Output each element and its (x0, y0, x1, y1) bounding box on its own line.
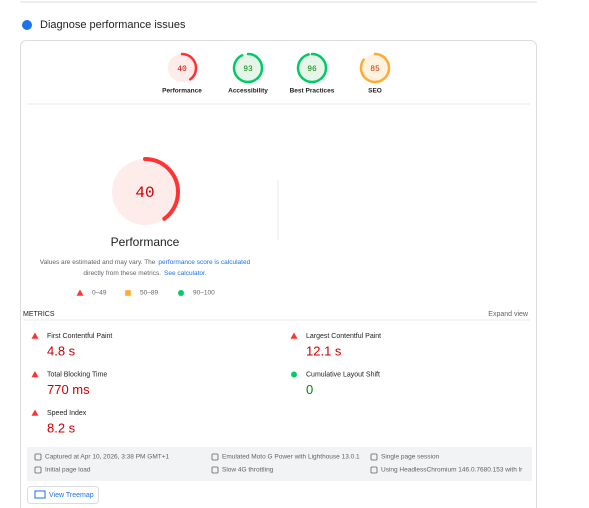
gauge-arc (296, 52, 328, 84)
legend-range: 50–89 (140, 290, 158, 297)
section-title: Diagnose performance issues (40, 19, 186, 31)
footer-item: Captured at Apr 10, 2026, 3:38 PM GMT+1 (45, 454, 169, 461)
footer-icon (34, 466, 42, 474)
metric-name: Largest Contentful Paint (306, 333, 381, 340)
main-gauge-score: 40 (135, 184, 154, 202)
footer-icon (370, 466, 378, 474)
legend-range: 90–100 (193, 290, 215, 297)
footer-item: Emulated Moto G Power with Lighthouse 13… (222, 454, 360, 461)
metrics-heading: METRICS (23, 311, 55, 318)
status-icon (125, 290, 131, 296)
card (20, 40, 537, 508)
button-label[interactable]: View Treemap (49, 492, 94, 499)
status-icon (31, 332, 39, 339)
note-line: directly from these metrics. See calculat… (83, 270, 207, 277)
status-icon (31, 409, 39, 416)
note-link[interactable]: See calculator. (164, 270, 207, 277)
treemap-icon (34, 490, 46, 499)
metric-value: 8.2 s (47, 420, 76, 435)
metric-value: 770 ms (47, 382, 90, 397)
gauge-score: 85 (370, 65, 380, 74)
metric-name: Total Blocking Time (47, 371, 107, 378)
gauge-label: Performance (162, 88, 202, 95)
gauge-label: Accessibility (228, 88, 268, 95)
status-icon (291, 371, 297, 378)
footer-box (27, 447, 532, 481)
main-gauge-arc (110, 157, 180, 227)
gauge-score: 93 (243, 65, 253, 74)
expand-toggle[interactable]: Expand view (488, 311, 529, 318)
gauge-arc (232, 52, 264, 84)
gauge-arc (359, 52, 391, 84)
footer-icon (211, 466, 219, 474)
legend-range: 0–49 (92, 290, 107, 297)
footer-icon (34, 453, 42, 461)
main-label: Performance (111, 235, 180, 249)
note-link[interactable]: performance score is calculated (158, 259, 250, 266)
status-icon (290, 332, 298, 339)
gauge-track (234, 54, 262, 82)
gauge-score: 96 (307, 65, 317, 74)
footer-icon (211, 453, 219, 461)
gauge-arc (166, 52, 198, 84)
note-line: Values are estimated and may vary. The pe… (40, 259, 251, 266)
gauge-track (361, 54, 389, 82)
footer-icon (370, 453, 378, 461)
note-text: Values are estimated and may vary. The (40, 259, 156, 266)
metric-value: 4.8 s (47, 343, 76, 358)
gauge-label: SEO (368, 88, 382, 95)
footer-item: Slow 4G throttling (222, 467, 274, 474)
section-icon (22, 20, 32, 30)
metric-value: 0 (306, 382, 313, 397)
status-icon (76, 289, 84, 296)
gauge-score: 40 (177, 65, 187, 74)
status-icon (178, 290, 184, 296)
metric-name: First Contentful Paint (47, 333, 112, 340)
footer-item: Single page session (381, 454, 440, 461)
footer-item: Initial page load (45, 467, 91, 474)
footer-item: Using HeadlessChromium 146.0.7680.153 wi… (381, 467, 523, 474)
main-gauge-track (112, 159, 178, 225)
metric-name: Cumulative Layout Shift (306, 371, 380, 378)
metric-name: Speed Index (47, 410, 87, 417)
note-text: directly from these metrics. (83, 270, 161, 277)
metric-value: 12.1 s (306, 343, 342, 358)
gauge-track (298, 54, 326, 82)
status-icon (31, 371, 39, 378)
gauge-track (168, 54, 196, 82)
gauge-label: Best Practices (290, 88, 335, 95)
